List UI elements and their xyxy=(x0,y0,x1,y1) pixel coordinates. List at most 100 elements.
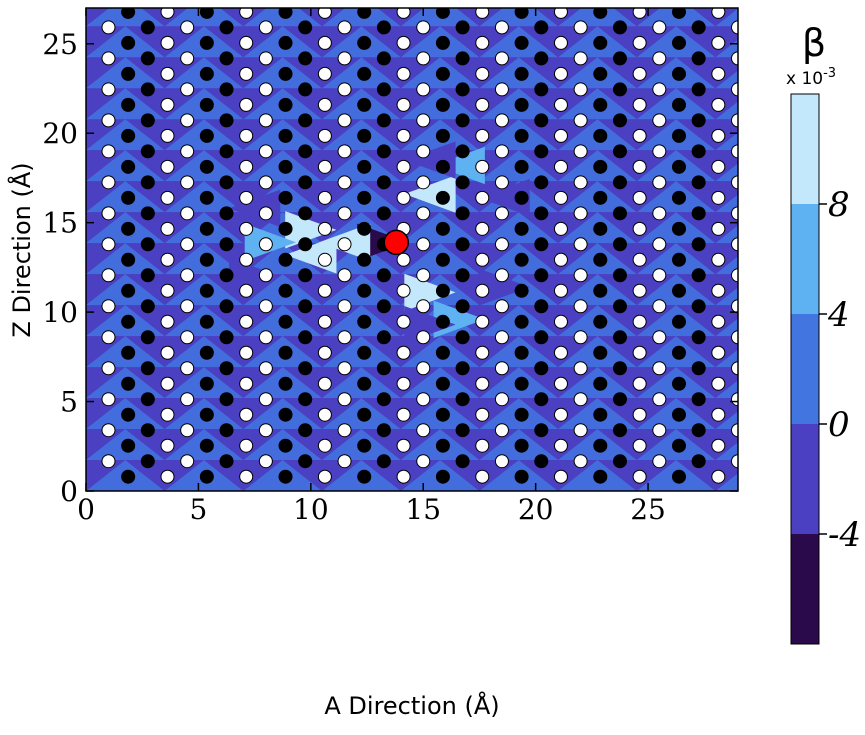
filled-atom xyxy=(357,221,372,236)
open-atom xyxy=(632,438,647,453)
filled-atom xyxy=(199,314,214,329)
filled-atom xyxy=(298,454,313,469)
filled-atom xyxy=(357,438,372,453)
filled-atom xyxy=(357,376,372,391)
open-atom xyxy=(160,128,175,143)
open-atom xyxy=(475,128,490,143)
open-atom xyxy=(494,113,509,128)
filled-atom xyxy=(593,407,608,422)
open-atom xyxy=(573,144,588,159)
filled-atom xyxy=(691,330,706,345)
open-atom xyxy=(632,190,647,205)
open-atom xyxy=(731,361,738,376)
open-atom xyxy=(160,35,175,50)
y-tick-label: 0 xyxy=(60,475,78,508)
open-atom xyxy=(731,206,738,221)
open-atom xyxy=(239,252,254,267)
colorbar-ticks: -4 0 4 8 xyxy=(819,185,861,555)
open-atom xyxy=(180,82,195,97)
open-atom xyxy=(494,454,509,469)
filled-atom xyxy=(771,455,784,468)
colorbar-title: β xyxy=(802,21,826,65)
open-atom xyxy=(573,330,588,345)
filled-atom xyxy=(140,423,155,438)
open-atom xyxy=(494,20,509,35)
filled-atom xyxy=(593,438,608,453)
filled-atom xyxy=(534,330,549,345)
filled-atom xyxy=(771,0,784,3)
open-atom xyxy=(180,175,195,190)
filled-atom xyxy=(121,283,136,298)
filled-atom xyxy=(593,35,608,50)
open-atom xyxy=(652,423,667,438)
colorbar-band xyxy=(791,424,819,534)
open-atom xyxy=(416,82,431,97)
filled-atom xyxy=(298,392,313,407)
filled-atom xyxy=(278,438,293,453)
open-atom xyxy=(317,128,332,143)
open-atom xyxy=(317,252,332,267)
filled-atom xyxy=(435,283,450,298)
filled-atom xyxy=(692,0,705,3)
open-atom xyxy=(494,144,509,159)
open-atom xyxy=(632,314,647,329)
open-atom xyxy=(239,438,254,453)
open-atom xyxy=(731,20,738,35)
contour-cell xyxy=(834,150,865,181)
filled-atom xyxy=(298,144,313,159)
open-atom xyxy=(317,66,332,81)
colorbar-tick-label: -4 xyxy=(828,515,861,555)
y-tick-label: 25 xyxy=(42,28,78,61)
open-atom xyxy=(180,268,195,283)
open-atom xyxy=(317,221,332,236)
open-atom xyxy=(180,113,195,128)
open-atom xyxy=(573,423,588,438)
filled-atom xyxy=(671,407,686,422)
open-atom xyxy=(180,237,195,252)
contour-cell xyxy=(322,491,401,522)
filled-atom xyxy=(121,128,136,143)
filled-atom xyxy=(121,35,136,50)
filled-atom xyxy=(455,20,470,35)
open-atom xyxy=(180,144,195,159)
filled-atom xyxy=(751,470,764,483)
filled-atom xyxy=(219,237,234,252)
open-atom xyxy=(652,113,667,128)
open-atom xyxy=(475,252,490,267)
contour-cell xyxy=(715,318,738,337)
contour-cell xyxy=(676,491,755,522)
open-atom xyxy=(553,159,568,174)
contour-cell xyxy=(676,57,738,89)
filled-atom xyxy=(121,8,136,19)
open-atom xyxy=(573,51,588,66)
open-atom xyxy=(317,345,332,360)
open-atom xyxy=(160,469,175,484)
contour-cell xyxy=(86,398,126,430)
open-atom xyxy=(102,0,115,3)
open-atom xyxy=(652,454,667,469)
open-atom xyxy=(632,283,647,298)
open-atom xyxy=(417,0,430,3)
filled-atom xyxy=(141,0,154,3)
filled-atom xyxy=(751,284,764,297)
open-atom xyxy=(258,113,273,128)
filled-atom xyxy=(593,283,608,298)
open-atom xyxy=(553,8,568,19)
filled-atom xyxy=(771,21,784,34)
filled-atom xyxy=(219,392,234,407)
filled-atom xyxy=(357,128,372,143)
open-atom xyxy=(160,8,175,19)
filled-atom xyxy=(298,82,313,97)
open-atom xyxy=(160,345,175,360)
filled-atom xyxy=(298,113,313,128)
open-atom xyxy=(258,299,273,314)
filled-atom xyxy=(593,252,608,267)
filled-atom xyxy=(298,330,313,345)
filled-atom xyxy=(376,454,391,469)
open-atom xyxy=(337,206,352,221)
filled-atom xyxy=(140,113,155,128)
filled-atom xyxy=(534,361,549,376)
open-atom xyxy=(317,407,332,422)
filled-atom xyxy=(771,207,784,220)
open-atom xyxy=(632,8,647,19)
